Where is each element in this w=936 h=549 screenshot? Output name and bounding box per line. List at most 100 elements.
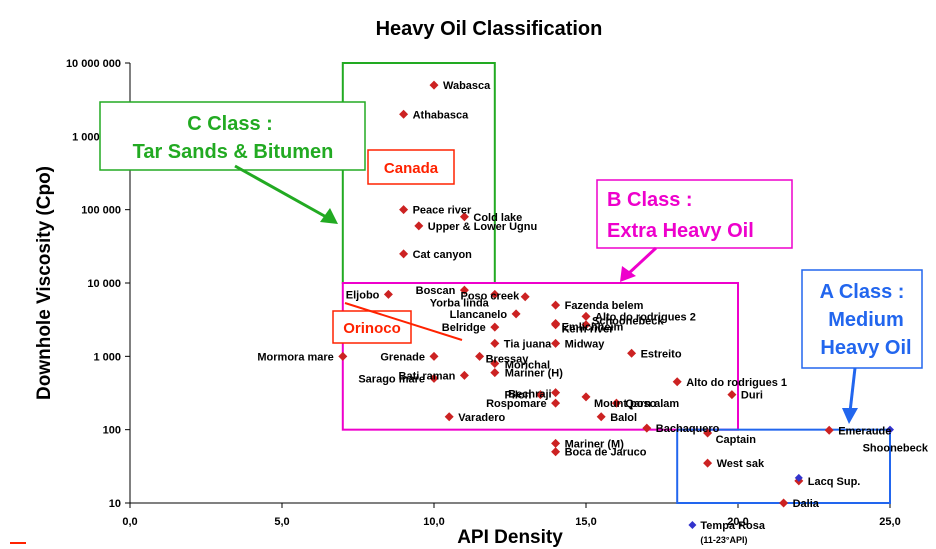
label-fazenda-belem: Fazenda belem	[565, 300, 644, 312]
point-alto-do-rodrigues-2	[581, 311, 591, 321]
label-estreito: Estreito	[641, 348, 682, 360]
label-west-sak: West sak	[717, 458, 765, 470]
point-bressay	[475, 351, 485, 361]
a-class-arrow	[848, 367, 857, 413]
point-upper-lower-ugnu	[414, 221, 424, 231]
point-yorba-linda	[490, 289, 500, 299]
point-cold-lake	[459, 212, 469, 222]
label-mormora-mare: Mormora mare	[257, 351, 333, 363]
label-belridge: Belridge	[442, 322, 486, 334]
label-lacq-sup-: Lacq Sup.	[808, 476, 861, 488]
a-class-subtitle-1: Medium	[828, 309, 904, 331]
c-class-arrowhead	[320, 208, 338, 224]
point-poso-creek	[520, 292, 530, 302]
point-mariner-m-	[551, 438, 561, 448]
a-class-arrowhead	[842, 408, 858, 424]
label-upper-lower-ugnu: Upper & Lower Ugnu	[428, 221, 537, 233]
y-tick-label: 1 000	[93, 351, 121, 363]
point-boca-de-jaruco	[551, 447, 561, 457]
x-tick-label: 5,0	[274, 516, 289, 528]
point-wabasca	[429, 80, 439, 90]
y-tick-label: 10	[109, 498, 121, 510]
label-bressay: Bressay	[486, 353, 530, 365]
label-boca-de-jaruco: Boca de Jaruco	[565, 447, 647, 459]
b-class-arrowhead	[620, 266, 636, 282]
label-llancanelo: Llancanelo	[450, 309, 508, 321]
canada-label: Canada	[384, 160, 439, 177]
point-marker	[794, 473, 803, 482]
point-shoonebeck	[886, 425, 894, 434]
label-kern-river: Kern river	[562, 324, 615, 336]
label-duri: Duri	[741, 390, 763, 402]
point-llancanelo	[511, 309, 521, 319]
c-class-title: C Class :	[187, 113, 273, 135]
label-mount-poso: Mount poso	[594, 398, 657, 410]
label-tempa-rosa: Tempa Rosa	[700, 520, 765, 532]
point-qarn-alam	[611, 398, 621, 408]
point-kern-river	[551, 320, 561, 330]
label-pilon: Pilon	[505, 390, 532, 402]
point-bati-raman	[459, 370, 469, 380]
point-balol	[596, 412, 606, 422]
point-estreito	[627, 348, 637, 358]
label-rospomare: Rospomare	[486, 398, 547, 410]
label-emlichheim: Emlichheim	[562, 322, 624, 334]
label-bachaquero: Bachaquero	[656, 423, 720, 435]
point-mariner-h-	[490, 368, 500, 378]
y-tick-label: 10 000 000	[66, 58, 121, 70]
point-cat-canyon	[399, 249, 409, 259]
label-bati-raman: Bati raman	[399, 370, 456, 382]
point-rospomare	[551, 398, 561, 408]
label-peace-river: Peace river	[413, 205, 472, 217]
label-emeraude: Emeraude	[838, 425, 891, 437]
axes: 0,0 5,0 10,0 15,0 20,0 25,0 10 100 1 000 10 000 10…	[66, 58, 901, 528]
canada-box	[367, 149, 455, 185]
point-west-sak	[703, 458, 713, 468]
point-captain	[703, 428, 713, 438]
x-tick-label: 10,0	[423, 516, 444, 528]
label-cold-lake: Cold lake	[473, 212, 522, 224]
point-emeraude	[824, 425, 834, 435]
point-schoonebeck	[581, 320, 591, 330]
label-tia-juana: Tia juana	[504, 338, 552, 350]
point-sarago-mare	[429, 373, 439, 383]
c-class-subtitle: Tar Sands & Bitumen	[133, 141, 334, 163]
label-mariner-m-: Mariner (M)	[565, 438, 625, 450]
point-eljobo	[383, 289, 393, 299]
class-callouts: C Class : Tar Sands & Bitumen B Class : Ext…	[99, 101, 923, 424]
point-varadero	[444, 412, 454, 422]
point-pilon	[535, 390, 545, 400]
class-box-a-class	[676, 428, 892, 504]
label-alto-do-rodrigues-1: Alto do rodrigues 1	[686, 377, 787, 389]
label-qarn-alam: Qarn alam	[625, 398, 679, 410]
point-dalia	[779, 498, 789, 508]
x-tick-label: 0,0	[122, 516, 137, 528]
x-tick-label: 15,0	[575, 516, 596, 528]
label-balol: Balol	[610, 412, 637, 424]
point-duri	[727, 390, 737, 400]
orinoco-pointer	[344, 302, 463, 341]
x-tick-label: 20,0	[727, 516, 748, 528]
b-class-arrow	[626, 246, 658, 276]
c-class-callout-box	[99, 101, 366, 171]
label-varadero: Varadero	[458, 412, 505, 424]
a-class-subtitle-2: Heavy Oil	[820, 337, 911, 359]
point-bachaquero	[642, 423, 652, 433]
label-shoonebeck: Shoonebeck	[863, 443, 929, 455]
label-cat-canyon: Cat canyon	[413, 249, 473, 261]
x-tick-label: 25,0	[879, 516, 900, 528]
label-poso-creek: Poso creek	[460, 291, 520, 303]
x-axis-title: API Density	[457, 527, 563, 548]
label-athabasca: Athabasca	[413, 109, 470, 121]
y-tick-label: 100 000	[81, 205, 121, 217]
y-tick-label: 100	[103, 425, 121, 437]
chart-title: Heavy Oil Classification	[376, 18, 603, 40]
label-schoonebeck: Schoonebeck	[592, 316, 664, 328]
c-class-arrow	[234, 164, 329, 220]
label-bechraji: Bechraji	[508, 389, 551, 401]
label-alto-do-rodrigues-2: Alto do rodrigues 2	[595, 311, 696, 323]
point-grenade	[429, 351, 439, 361]
label-note: (11-23°API)	[700, 535, 747, 545]
point-alto-do-rodrigues-1	[672, 377, 682, 387]
